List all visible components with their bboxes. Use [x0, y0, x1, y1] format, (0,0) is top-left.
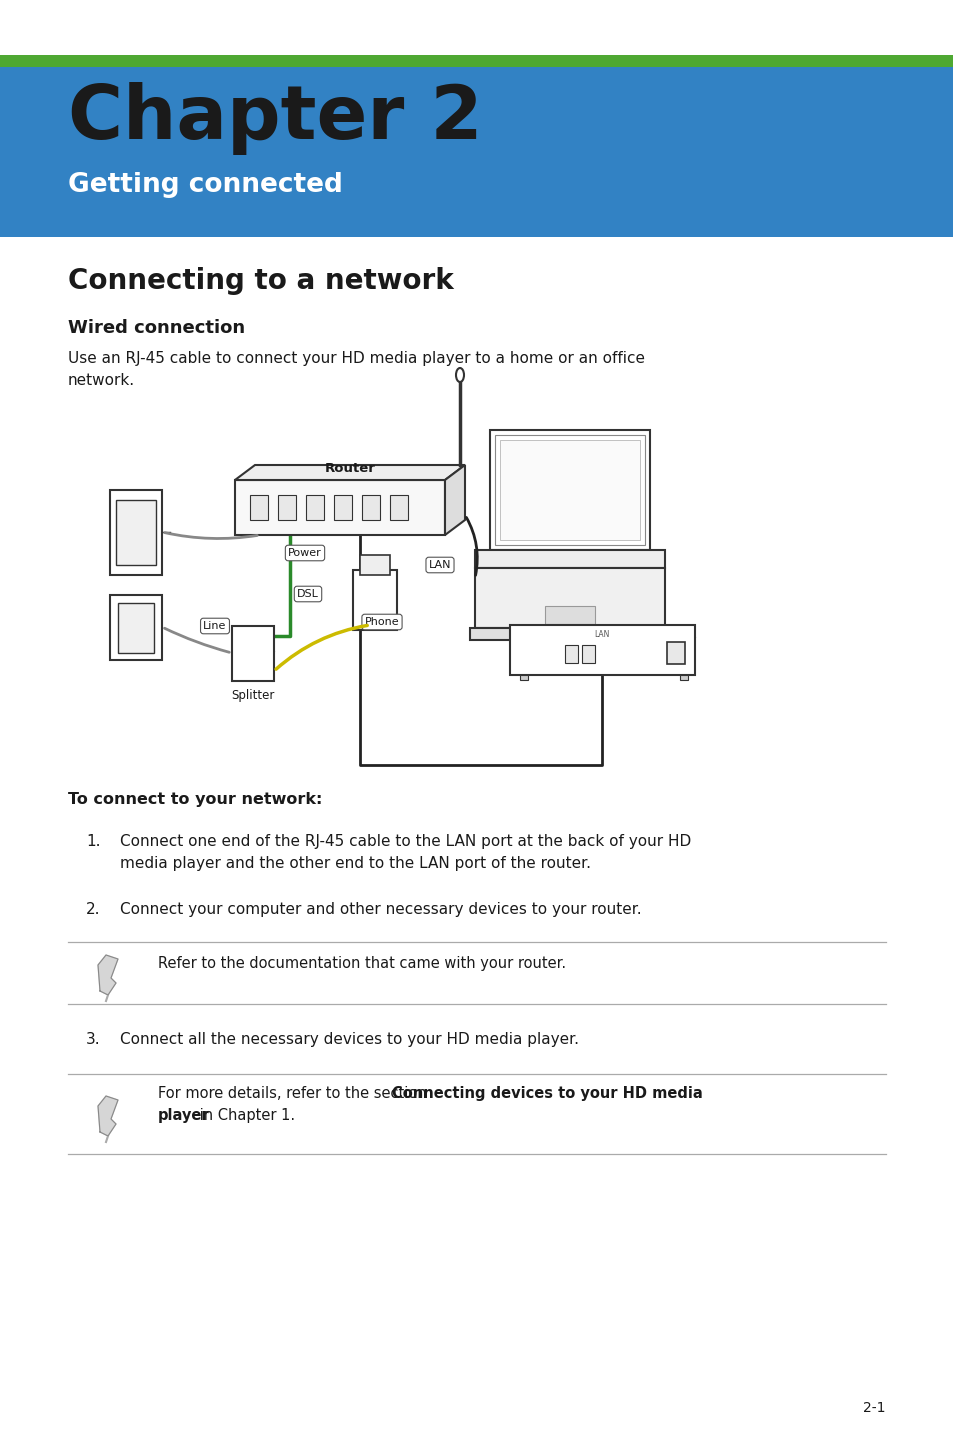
- Text: in Chapter 1.: in Chapter 1.: [195, 1109, 295, 1123]
- Ellipse shape: [456, 368, 463, 383]
- Text: For more details, refer to the section: For more details, refer to the section: [158, 1086, 431, 1102]
- Text: player: player: [158, 1109, 210, 1123]
- Text: Connect one end of the RJ-45 cable to the LAN port at the back of your HD
media : Connect one end of the RJ-45 cable to th…: [120, 834, 691, 870]
- Bar: [475, 568, 664, 628]
- Polygon shape: [444, 464, 464, 535]
- Bar: [581, 646, 595, 663]
- Bar: [361, 495, 379, 521]
- Bar: [110, 595, 162, 660]
- Polygon shape: [98, 955, 118, 995]
- Text: 2-1: 2-1: [862, 1401, 885, 1415]
- Text: Router: Router: [324, 462, 375, 475]
- Text: Use an RJ-45 cable to connect your HD media player to a home or an office
networ: Use an RJ-45 cable to connect your HD me…: [68, 351, 644, 388]
- Text: Phone: Phone: [364, 617, 399, 627]
- Bar: [110, 490, 162, 575]
- Bar: [519, 674, 527, 680]
- Text: Line: Line: [203, 621, 227, 631]
- Bar: [116, 500, 156, 565]
- Text: Connecting devices to your HD media: Connecting devices to your HD media: [392, 1086, 702, 1102]
- Bar: [334, 495, 352, 521]
- Bar: [359, 555, 390, 575]
- Bar: [495, 436, 644, 545]
- Ellipse shape: [542, 649, 557, 661]
- Text: Connect your computer and other necessary devices to your router.: Connect your computer and other necessar…: [120, 902, 641, 917]
- Text: DSL: DSL: [296, 590, 318, 600]
- Bar: [234, 480, 444, 535]
- Bar: [306, 495, 324, 521]
- Text: LAN: LAN: [428, 559, 451, 569]
- Text: 2.: 2.: [86, 902, 100, 917]
- Bar: [353, 569, 396, 630]
- Text: To connect to your network:: To connect to your network:: [68, 792, 322, 807]
- Bar: [390, 495, 408, 521]
- Bar: [232, 626, 274, 682]
- Polygon shape: [98, 1096, 118, 1136]
- Bar: [0, 55, 953, 68]
- Bar: [277, 495, 295, 521]
- Polygon shape: [234, 464, 464, 480]
- Bar: [118, 603, 153, 653]
- Text: Chapter 2: Chapter 2: [68, 82, 482, 155]
- Text: 1.: 1.: [86, 834, 100, 848]
- Text: LAN: LAN: [594, 630, 609, 638]
- Text: Power: Power: [288, 548, 321, 558]
- Text: Wired connection: Wired connection: [68, 319, 245, 336]
- Bar: [544, 605, 595, 624]
- Bar: [510, 626, 695, 674]
- Bar: [564, 646, 578, 663]
- Bar: [490, 430, 649, 549]
- Bar: [679, 674, 687, 680]
- Bar: [475, 549, 664, 568]
- Bar: [666, 641, 684, 664]
- Bar: [470, 628, 669, 640]
- Text: Refer to the documentation that came with your router.: Refer to the documentation that came wit…: [158, 956, 565, 971]
- Bar: [0, 68, 953, 237]
- Text: 3.: 3.: [86, 1032, 100, 1047]
- Ellipse shape: [522, 649, 537, 661]
- Bar: [499, 440, 639, 541]
- Bar: [250, 495, 268, 521]
- Text: Splitter: Splitter: [231, 689, 274, 702]
- Text: Connect all the necessary devices to your HD media player.: Connect all the necessary devices to you…: [120, 1032, 578, 1047]
- Text: Connecting to a network: Connecting to a network: [68, 267, 454, 295]
- Text: Getting connected: Getting connected: [68, 173, 342, 198]
